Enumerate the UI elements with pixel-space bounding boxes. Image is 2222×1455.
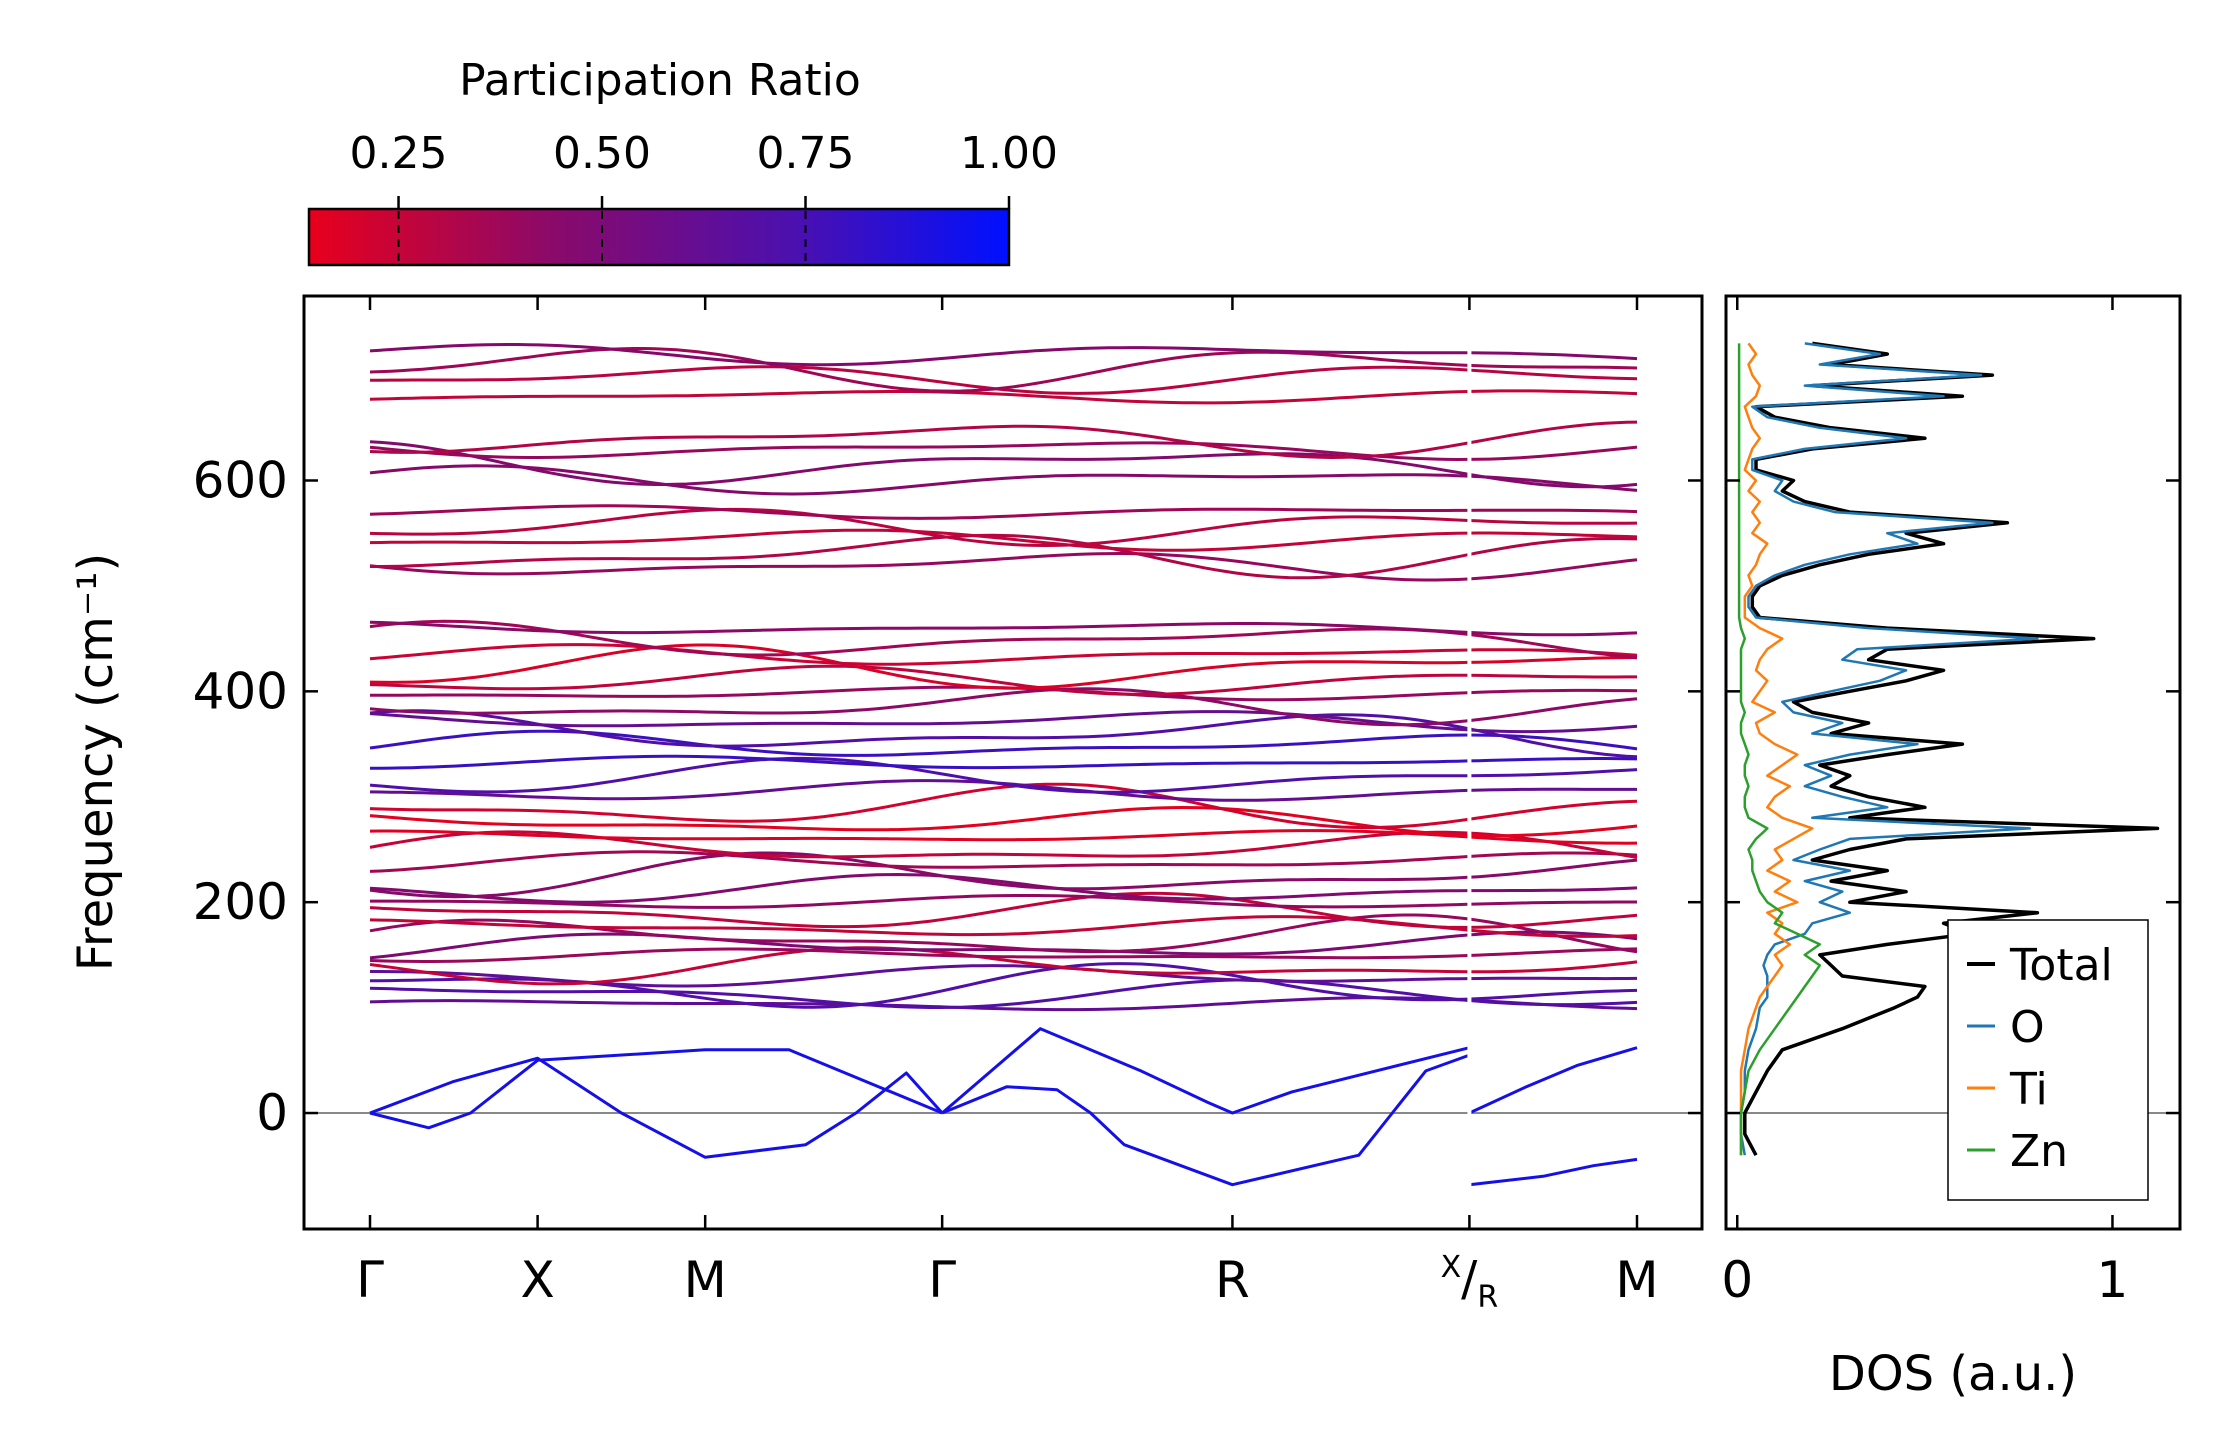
optical-band [369,782,1638,830]
k-label-slash: / [1461,1251,1478,1307]
legend-label-total: Total [2009,940,2113,991]
optical-band [369,891,1638,929]
colorbar-title: Participation Ratio [459,55,861,106]
y-tick-label: 400 [193,662,288,720]
acoustic-2 [369,1056,944,1159]
optical-band [369,850,1638,873]
optical-band [369,872,1638,904]
optical-band [369,551,1638,582]
colorbar-tick-label: 0.50 [553,128,651,179]
optical-band [370,894,1637,909]
optical-band [369,851,1638,899]
path-break-gap [1467,336,1472,1229]
optical-band [369,643,1637,690]
x-axis-label-dos: DOS (a.u.) [1829,1346,2077,1402]
optical-band [369,343,1638,367]
optical-band [369,441,1638,462]
optical-band [369,620,1638,637]
optical-band [369,729,1638,757]
k-label: X/R [1441,1250,1499,1315]
k-label: R [1215,1251,1250,1309]
optical-band [369,709,1638,759]
legend: Total O Ti Zn [1947,919,2149,1201]
acoustic-5 [1468,1046,1638,1115]
dos-panel: 0 1 DOS (a.u.) Total O Ti Zn [1721,294,2182,1402]
optical-band [369,347,1638,393]
optical-band [369,947,1638,963]
optical-band [369,528,1638,552]
dos-series-o [1739,342,2039,1156]
colorbar-tick-label: 0.25 [350,128,448,179]
k-label-sup: X [1441,1250,1462,1285]
colorbar-tick-label: 0.75 [757,128,855,179]
acoustic-4 [941,1027,1470,1115]
optical-band [369,756,1638,794]
dos-series-ti [1739,342,1814,1156]
optical-band [369,643,1638,666]
colorbar-tick-label: 1.00 [960,128,1058,179]
optical-band [369,930,1638,960]
optical-band [369,464,1638,496]
k-label: X [520,1251,554,1309]
dos-frame [1724,294,2182,1231]
y-tick-label: 0 [256,1084,288,1142]
optical-band [369,507,1638,548]
optical-band [369,389,1638,405]
colorbar: Participation Ratio 0.25 0.50 0.75 1.00 [307,55,1058,267]
optical-band [370,533,1638,580]
dos-x-tick-label: 0 [1721,1251,1753,1309]
k-label: Γ [356,1251,384,1309]
colorbar-gradient [307,207,1011,267]
legend-label-zn: Zn [2010,1126,2068,1177]
acoustic-6 [1469,1157,1638,1187]
k-label: M [1615,1251,1658,1309]
optical-band [369,664,1637,696]
optical-band [369,504,1638,520]
legend-label-ti: Ti [2009,1064,2048,1115]
optical-band [369,440,1638,489]
k-label: M [684,1251,727,1309]
optical-band [370,754,1638,770]
optical-band [369,710,1638,734]
acoustic-1 [369,1048,943,1130]
k-label: Γ [928,1251,956,1309]
dos-series-zn [1737,343,1822,1156]
k-label-sub: R [1477,1280,1498,1315]
optical-band [369,946,1638,986]
y-axis-label: Frequency (cm⁻¹) [68,553,124,971]
acoustic-3 [941,1053,1470,1187]
optical-band [369,978,1638,1009]
legend-label-o: O [2010,1002,2045,1053]
band-frame [302,294,1704,1231]
optical-band [369,365,1638,395]
dos-series-total [1743,341,2160,1157]
optical-band [369,687,1638,727]
y-tick-label: 200 [193,873,288,931]
dos-x-tick-label: 1 [2097,1251,2129,1309]
optical-band [369,805,1638,838]
optical-band [369,829,1638,845]
optical-band [369,420,1638,460]
legend-box [1947,919,2149,1201]
y-tick-label: 600 [193,451,288,509]
